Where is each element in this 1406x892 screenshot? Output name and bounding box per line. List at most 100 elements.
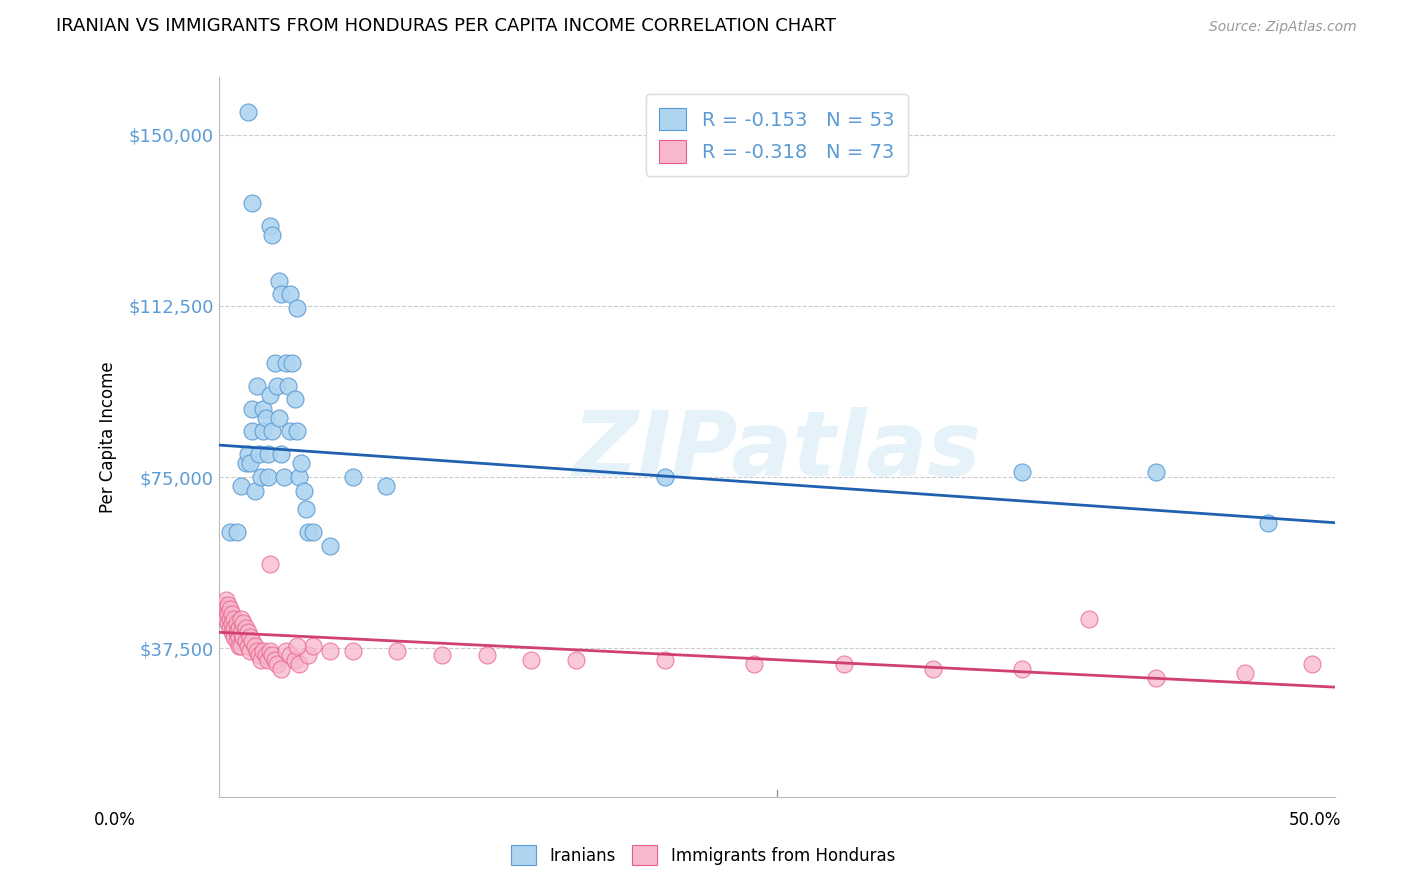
- Point: [236, 447, 259, 461]
- Text: 0.0%: 0.0%: [94, 811, 136, 829]
- Point: [1301, 657, 1323, 672]
- Text: 50.0%: 50.0%: [1288, 811, 1341, 829]
- Point: [217, 607, 239, 621]
- Point: [252, 643, 274, 657]
- Point: [228, 630, 250, 644]
- Point: [224, 630, 246, 644]
- Point: [832, 657, 855, 672]
- Point: [270, 447, 292, 461]
- Point: [243, 483, 266, 498]
- Point: [257, 470, 280, 484]
- Point: [270, 662, 292, 676]
- Point: [225, 524, 247, 539]
- Point: [224, 612, 246, 626]
- Point: [565, 653, 588, 667]
- Point: [269, 410, 291, 425]
- Point: [214, 593, 236, 607]
- Point: [236, 625, 259, 640]
- Text: IRANIAN VS IMMIGRANTS FROM HONDURAS PER CAPITA INCOME CORRELATION CHART: IRANIAN VS IMMIGRANTS FROM HONDURAS PER …: [56, 17, 837, 35]
- Point: [231, 625, 253, 640]
- Point: [235, 621, 257, 635]
- Point: [1257, 516, 1279, 530]
- Point: [520, 653, 543, 667]
- Point: [285, 639, 308, 653]
- Point: [221, 625, 243, 640]
- Point: [285, 301, 308, 315]
- Point: [284, 392, 307, 407]
- Legend: R = -0.153   N = 53, R = -0.318   N = 73: R = -0.153 N = 53, R = -0.318 N = 73: [645, 95, 908, 177]
- Point: [225, 616, 247, 631]
- Point: [228, 621, 250, 635]
- Point: [430, 648, 453, 662]
- Point: [212, 607, 235, 621]
- Point: [262, 648, 284, 662]
- Point: [231, 639, 253, 653]
- Point: [228, 639, 250, 653]
- Point: [252, 401, 274, 416]
- Point: [240, 425, 263, 439]
- Point: [221, 616, 243, 631]
- Point: [257, 653, 280, 667]
- Legend: Iranians, Immigrants from Honduras: Iranians, Immigrants from Honduras: [502, 837, 904, 873]
- Point: [235, 634, 257, 648]
- Point: [219, 612, 242, 626]
- Point: [254, 648, 277, 662]
- Point: [232, 616, 254, 631]
- Point: [263, 653, 285, 667]
- Point: [278, 287, 301, 301]
- Point: [269, 274, 291, 288]
- Point: [247, 648, 270, 662]
- Point: [285, 425, 308, 439]
- Point: [1144, 671, 1167, 685]
- Point: [288, 470, 311, 484]
- Point: [297, 524, 319, 539]
- Point: [1144, 466, 1167, 480]
- Point: [259, 388, 281, 402]
- Point: [232, 630, 254, 644]
- Point: [319, 643, 342, 657]
- Point: [1011, 466, 1033, 480]
- Point: [654, 470, 676, 484]
- Point: [475, 648, 498, 662]
- Point: [246, 378, 269, 392]
- Point: [252, 425, 274, 439]
- Point: [247, 447, 270, 461]
- Point: [243, 639, 266, 653]
- Point: [266, 378, 288, 392]
- Point: [744, 657, 766, 672]
- Point: [1011, 662, 1033, 676]
- Point: [219, 602, 242, 616]
- Point: [262, 425, 284, 439]
- Point: [288, 657, 311, 672]
- Point: [217, 616, 239, 631]
- Point: [240, 401, 263, 416]
- Point: [214, 612, 236, 626]
- Point: [225, 634, 247, 648]
- Point: [297, 648, 319, 662]
- Point: [375, 479, 398, 493]
- Point: [273, 470, 295, 484]
- Point: [263, 356, 285, 370]
- Point: [922, 662, 945, 676]
- Point: [214, 607, 236, 621]
- Point: [342, 643, 364, 657]
- Point: [342, 470, 364, 484]
- Point: [247, 13, 270, 28]
- Point: [270, 287, 292, 301]
- Y-axis label: Per Capita Income: Per Capita Income: [100, 361, 117, 513]
- Point: [387, 643, 409, 657]
- Point: [254, 410, 277, 425]
- Point: [281, 356, 304, 370]
- Point: [654, 653, 676, 667]
- Point: [235, 456, 257, 470]
- Point: [266, 657, 288, 672]
- Point: [301, 524, 323, 539]
- Point: [214, 602, 236, 616]
- Point: [219, 621, 242, 635]
- Point: [240, 634, 263, 648]
- Point: [236, 104, 259, 119]
- Text: Source: ZipAtlas.com: Source: ZipAtlas.com: [1209, 21, 1357, 34]
- Point: [278, 648, 301, 662]
- Point: [301, 639, 323, 653]
- Point: [212, 598, 235, 612]
